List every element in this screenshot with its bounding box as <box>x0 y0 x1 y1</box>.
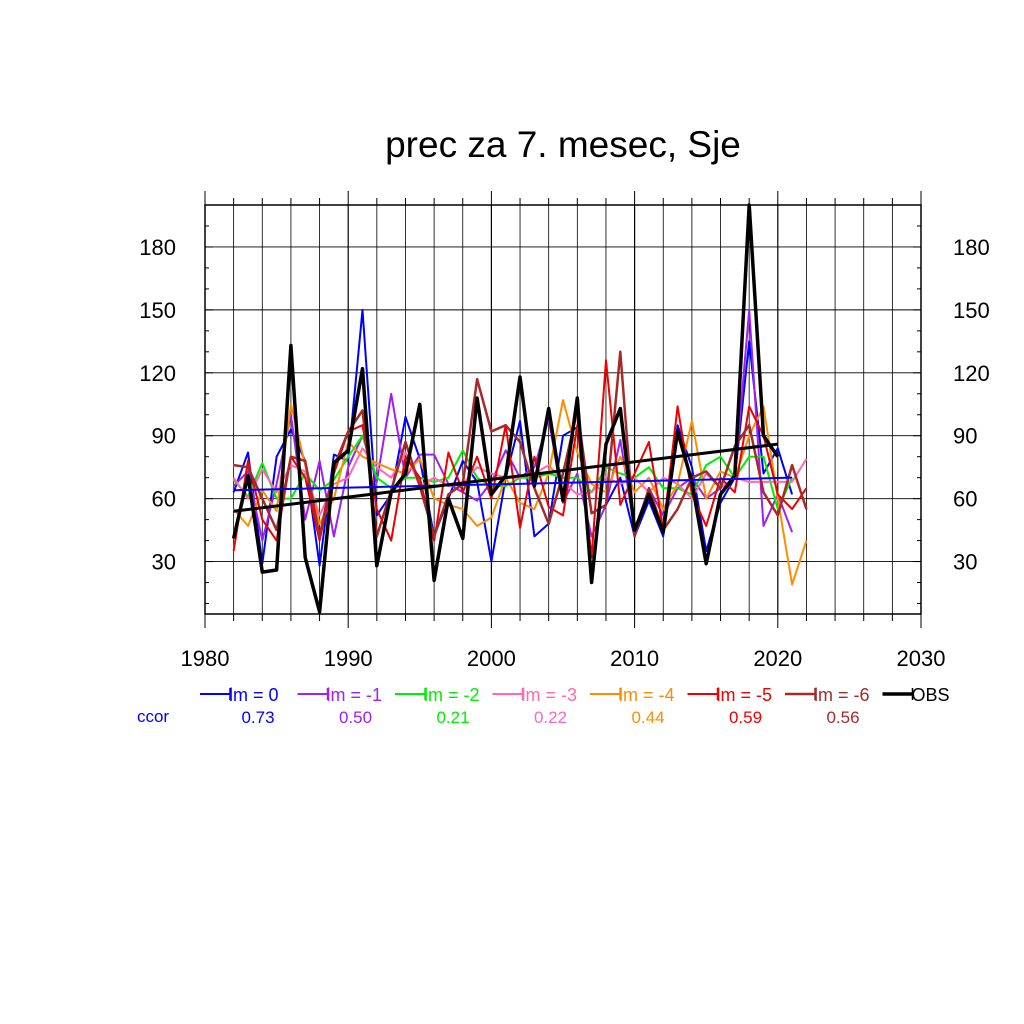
x-tick-label: 1990 <box>324 646 373 671</box>
x-tick-label: 1980 <box>181 646 230 671</box>
plot-frame <box>204 204 922 615</box>
ccor-label: ccor <box>137 707 169 726</box>
legend-label-lm-5: lm = -5 <box>717 685 773 705</box>
tick-labels: 1980 1990 2000 2010 2020 2030 30 30 60 60 90 90 120 1… <box>139 235 989 671</box>
y-tick-label-right: 180 <box>953 235 990 260</box>
x-tick-label: 2000 <box>467 646 516 671</box>
y-tick-label: 60 <box>152 487 176 512</box>
ccor-value-lm-2: 0.21 <box>436 708 469 727</box>
y-tick-label: 120 <box>139 361 176 386</box>
series-layer <box>231 203 808 614</box>
y-tick-label-right: 120 <box>953 361 990 386</box>
y-tick-label: 90 <box>152 424 176 449</box>
y-tick-label: 180 <box>139 235 176 260</box>
legend: ccor lm = 0 0.73 lm = -1 0.50 lm = -2 0.21 lm … <box>137 685 950 727</box>
legend-label-lm-1: lm = -1 <box>327 685 383 705</box>
ccor-value-lm-6: 0.56 <box>826 708 859 727</box>
legend-label-lm-2: lm = -2 <box>424 685 480 705</box>
trend-line-obs <box>233 442 778 513</box>
grid <box>205 205 921 614</box>
chart-title: prec za 7. mesec, Sje <box>385 124 741 165</box>
y-tick-label: 150 <box>139 298 176 323</box>
y-tick-label-right: 30 <box>953 550 977 575</box>
y-tick-label-right: 90 <box>953 424 977 449</box>
y-tick-label: 30 <box>152 550 176 575</box>
ccor-value-lm-3: 0.22 <box>534 708 567 727</box>
x-tick-label: 2030 <box>897 646 946 671</box>
trend-layer <box>233 442 793 513</box>
series-line-obs <box>231 203 780 614</box>
legend-label-lm-0: lm = 0 <box>229 685 279 705</box>
y-tick-label-right: 60 <box>953 487 977 512</box>
ccor-value-lm-1: 0.50 <box>339 708 372 727</box>
legend-label-lm-6: lm = -6 <box>814 685 870 705</box>
trend-line-lm-0 <box>233 476 793 492</box>
ccor-value-lm-0: 0.73 <box>241 708 274 727</box>
y-tick-label-right: 150 <box>953 298 990 323</box>
legend-label-lm-3: lm = -3 <box>522 685 578 705</box>
x-tick-label: 2020 <box>753 646 802 671</box>
x-tick-label: 2010 <box>610 646 659 671</box>
ccor-value-lm-5: 0.59 <box>729 708 762 727</box>
legend-label-obs: OBS <box>912 685 950 705</box>
ccor-value-lm-4: 0.44 <box>631 708 664 727</box>
series-line-lm-6 <box>233 350 808 538</box>
legend-label-lm-4: lm = -4 <box>619 685 675 705</box>
